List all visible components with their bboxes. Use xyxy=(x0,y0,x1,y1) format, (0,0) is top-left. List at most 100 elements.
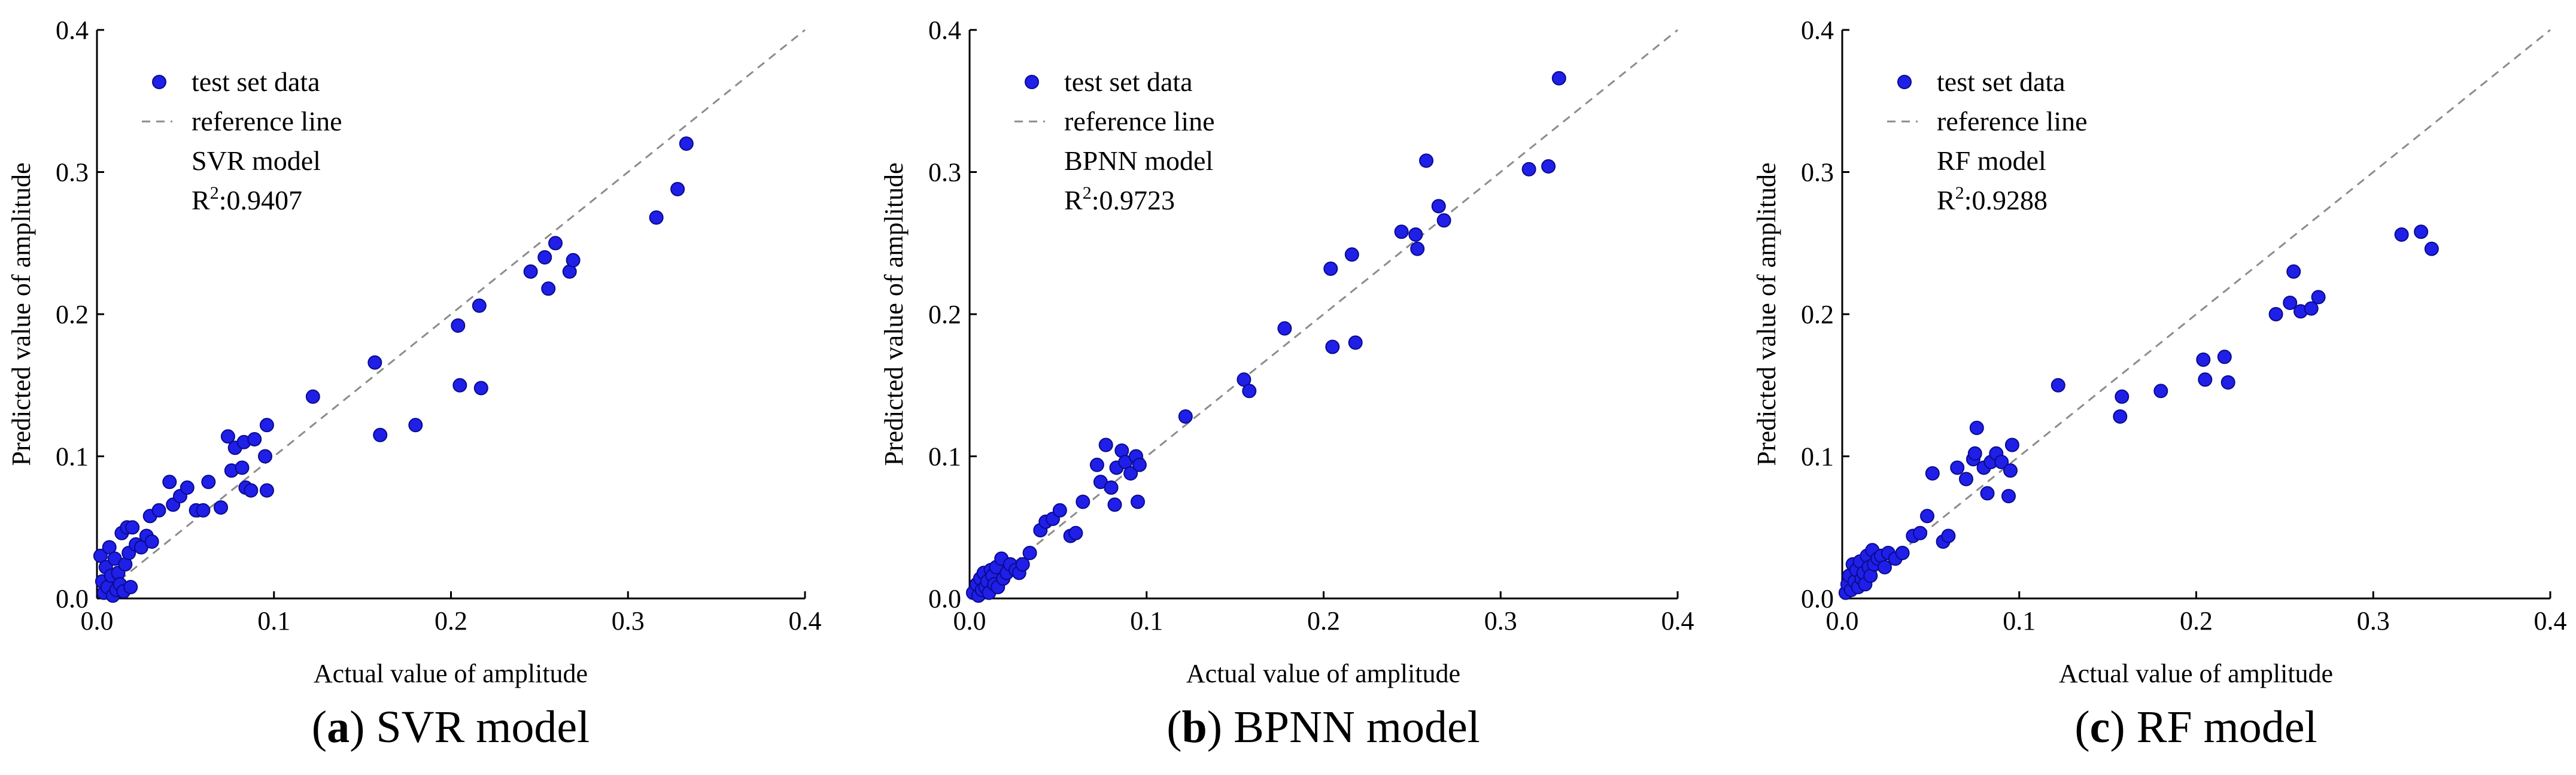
legend-label-line: reference line xyxy=(1064,106,1215,136)
legend-label-points: test set data xyxy=(1064,66,1193,97)
y-tick-label: 0.4 xyxy=(1801,16,1834,45)
panel-bpnn: 0.0 0.1 0.2 0.3 0.4 0.0 0.1 0.2 0.3 0.4 Actual v… xyxy=(879,16,1694,752)
data-point xyxy=(1277,321,1292,336)
x-axis-label: Actual value of amplitude xyxy=(1186,659,1460,688)
data-point xyxy=(1242,384,1257,399)
y-tick-label: 0.0 xyxy=(928,584,961,613)
data-point xyxy=(1920,509,1934,524)
panel-caption: (b) BPNN model xyxy=(1167,702,1480,752)
y-tick-label: 0.2 xyxy=(1801,300,1834,329)
data-point xyxy=(451,318,466,333)
y-tick-label: 0.2 xyxy=(928,300,961,329)
legend-label-line: reference line xyxy=(1937,106,2088,136)
data-point xyxy=(649,210,664,225)
x-tick-label: 0.4 xyxy=(789,606,822,636)
data-point xyxy=(1950,460,1965,475)
scatter-plot-bpnn: 0.0 0.1 0.2 0.3 0.4 0.0 0.1 0.2 0.3 0.4 Actual v… xyxy=(879,16,1694,688)
data-point xyxy=(2153,384,2168,399)
x-tick-label: 0.4 xyxy=(1661,606,1694,636)
y-axis-label: Predicted value of amplitude xyxy=(7,162,36,466)
data-point xyxy=(1022,546,1037,560)
data-point xyxy=(1104,480,1119,495)
data-point xyxy=(1980,486,1995,501)
legend-marker-point xyxy=(1897,75,1912,89)
data-point xyxy=(1436,213,1451,228)
data-point xyxy=(2220,375,2235,390)
data-point xyxy=(1521,162,1536,177)
data-point xyxy=(373,427,388,442)
data-point xyxy=(1068,525,1083,540)
data-point xyxy=(670,182,685,196)
reference-line xyxy=(1842,29,2551,600)
data-point xyxy=(1123,466,1138,481)
data-point xyxy=(1408,227,1423,242)
data-point xyxy=(2051,378,2065,393)
data-point xyxy=(1076,494,1090,509)
panel-caption: (c) RF model xyxy=(2074,702,2317,752)
data-point xyxy=(1878,560,1892,575)
data-point xyxy=(537,250,552,265)
data-point xyxy=(151,503,166,518)
x-tick-label: 0.2 xyxy=(1307,606,1340,636)
data-point xyxy=(1348,335,1363,350)
x-axis-label: Actual value of amplitude xyxy=(314,659,588,688)
legend-model-name: BPNN model xyxy=(1064,145,1213,176)
data-point xyxy=(367,355,382,370)
y-tick-label: 0.1 xyxy=(56,442,89,472)
data-point xyxy=(523,264,538,279)
data-point xyxy=(1323,262,1338,276)
data-point xyxy=(305,389,320,404)
legend-label-points: test set data xyxy=(1937,66,2065,97)
y-tick-label: 0.1 xyxy=(1801,442,1834,472)
data-point xyxy=(1394,224,1409,239)
data-point xyxy=(123,580,138,594)
data-point xyxy=(2217,349,2232,364)
data-point xyxy=(1344,247,1359,262)
legend-model-name: SVR model xyxy=(192,145,321,176)
data-point xyxy=(408,418,423,433)
legend-label-line: reference line xyxy=(192,106,342,136)
data-point xyxy=(548,236,563,251)
data-point xyxy=(1052,503,1067,518)
y-axis-label: Predicted value of amplitude xyxy=(1752,162,1781,466)
data-point xyxy=(566,253,581,268)
data-point xyxy=(214,500,228,515)
scatter-plot-svr: 0.0 0.1 0.2 0.3 0.4 0.0 0.1 0.2 0.3 0.4 Actual v… xyxy=(7,16,822,688)
data-point xyxy=(1107,497,1122,512)
x-tick-label: 0.0 xyxy=(1826,606,1859,636)
legend-r-squared: R2:0.9723 xyxy=(1064,183,1175,215)
data-point xyxy=(473,381,488,396)
data-point xyxy=(220,429,235,444)
y-tick-label: 0.3 xyxy=(928,158,961,187)
data-point xyxy=(2001,489,2016,503)
x-tick-label: 0.1 xyxy=(257,606,290,636)
y-tick-label: 0.3 xyxy=(1801,158,1834,187)
data-point xyxy=(2311,290,2326,305)
legend: test set data reference line SVR model R… xyxy=(142,66,342,215)
x-tick-label: 0.3 xyxy=(612,606,645,636)
data-point xyxy=(259,418,274,433)
panel-svr: 0.0 0.1 0.2 0.3 0.4 0.0 0.1 0.2 0.3 0.4 Actual v… xyxy=(7,16,822,752)
panel-rf: 0.0 0.1 0.2 0.3 0.4 0.0 0.1 0.2 0.3 0.4 Actual v… xyxy=(1752,16,2567,752)
x-tick-label: 0.4 xyxy=(2534,606,2567,636)
legend-marker-point xyxy=(152,75,166,89)
x-axis-label: Actual value of amplitude xyxy=(2059,659,2333,688)
data-point xyxy=(2268,307,2283,321)
data-point xyxy=(2394,227,2409,242)
data-point xyxy=(472,298,487,313)
y-tick-label: 0.0 xyxy=(1801,584,1834,613)
data-point xyxy=(1541,159,1556,174)
data-point xyxy=(2115,389,2130,404)
legend: test set data reference line BPNN model … xyxy=(1014,66,1215,215)
data-point xyxy=(162,475,177,490)
legend-model-name: RF model xyxy=(1937,145,2046,176)
data-point xyxy=(144,534,159,549)
data-point xyxy=(1132,457,1147,472)
x-tick-label: 0.3 xyxy=(2357,606,2390,636)
data-point xyxy=(1959,472,1973,487)
data-point xyxy=(1089,457,1104,472)
data-point xyxy=(1131,494,1145,509)
x-tick-label: 0.2 xyxy=(2180,606,2213,636)
y-tick-label: 0.3 xyxy=(56,158,89,187)
